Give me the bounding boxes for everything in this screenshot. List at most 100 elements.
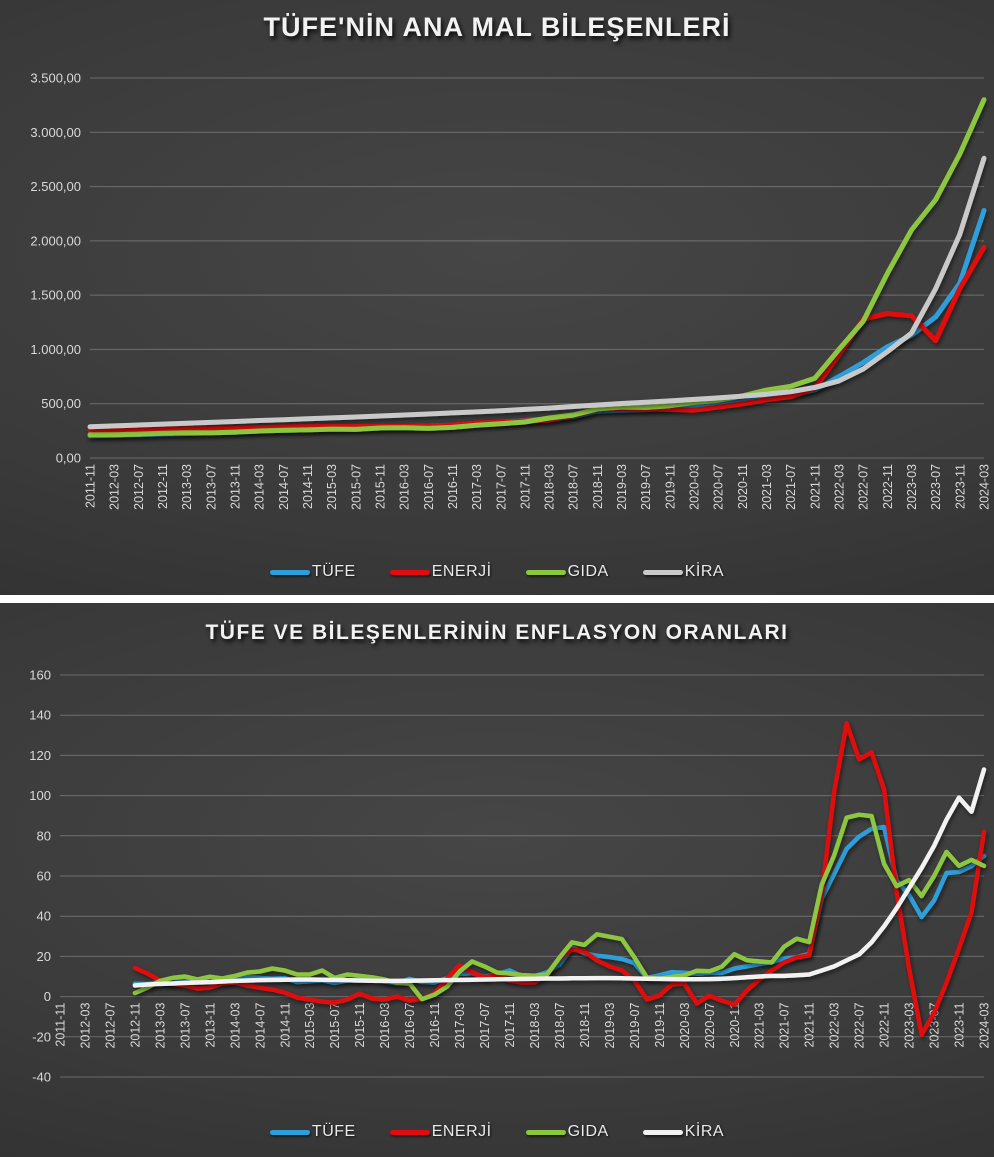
x-axis-tick-label: 2018-03 — [543, 464, 557, 510]
legend-label: GIDA — [567, 563, 609, 580]
y-axis-tick-label: 20 — [37, 949, 51, 964]
x-axis-tick-label: 2015-03 — [303, 1003, 317, 1049]
y-axis-tick-label: 140 — [29, 708, 51, 723]
x-axis-tick-label: 2014-07 — [253, 1003, 267, 1049]
x-axis-tick-label: 2023-03 — [903, 1003, 917, 1049]
y-axis-tick-label: 1.500,00 — [30, 288, 81, 303]
x-axis-tick-label: 2015-07 — [349, 464, 363, 510]
x-axis-tick-label: 2024-03 — [978, 1003, 992, 1049]
series-line-ki̇ra — [132, 767, 987, 988]
x-axis-tick-label: 2016-07 — [403, 1003, 417, 1049]
legend-swatch-tüfe — [269, 1129, 310, 1135]
x-axis-tick-label: 2016-03 — [398, 464, 412, 510]
x-axis-tick-label: 2013-03 — [180, 464, 194, 510]
legend-label: KİRA — [684, 1123, 725, 1140]
y-axis-tick-label: 120 — [29, 748, 51, 763]
legend-item-gida: GIDA — [525, 1123, 609, 1141]
x-axis-tick-label: 2011-11 — [84, 464, 98, 508]
x-axis-tick-label: 2014-03 — [253, 464, 267, 510]
x-axis-tick-label: 2017-03 — [453, 1003, 467, 1049]
legend-label: TÜFE — [311, 1123, 356, 1140]
inflation-chart-plot: -40 -20 0 20 40 60 80 100 120 140 160 2011-11 2012-0… — [29, 668, 992, 1085]
x-axis-tick-label: 2015-11 — [373, 464, 387, 509]
x-axis-tick-label: 2017-07 — [494, 464, 508, 510]
x-axis-tick-label: 2019-11 — [663, 464, 677, 509]
x-axis-tick-label: 2018-03 — [528, 1003, 542, 1049]
x-axis-tick-label: 2018-11 — [578, 1003, 592, 1048]
x-axis-tick-label: 2023-03 — [905, 464, 919, 510]
series-line-gida — [132, 812, 987, 1002]
x-axis-tick-label: 2022-07 — [857, 464, 871, 510]
series-line-enerji̇ — [132, 720, 987, 1038]
x-axis-tick-label: 2019-11 — [653, 1003, 667, 1048]
x-axis-tick-label: 2018-07 — [553, 1003, 567, 1049]
legend-item-tüfe: TÜFE — [269, 563, 356, 581]
legend-item-gida: GIDA — [525, 563, 609, 581]
x-axis-tick-label: 2019-03 — [603, 1003, 617, 1049]
x-axis-tick-label: 2022-03 — [828, 1003, 842, 1049]
x-axis-tick-label: 2016-03 — [378, 1003, 392, 1049]
panel-divider — [0, 595, 994, 603]
x-axis-tick-label: 2013-11 — [203, 1003, 217, 1048]
y-axis-tick-label: 1.000,00 — [30, 342, 81, 357]
x-axis-tick-label: 2020-07 — [712, 464, 726, 510]
x-axis-tick-label: 2015-07 — [328, 1003, 342, 1049]
x-axis-tick-label: 2014-11 — [278, 1003, 292, 1048]
y-axis-tick-label: 160 — [29, 668, 51, 683]
series-line-ki̇ra — [87, 155, 987, 430]
x-axis-tick-label: 2015-03 — [325, 464, 339, 510]
y-axis-tick-label: 60 — [37, 869, 51, 884]
x-axis-tick-label: 2020-07 — [703, 1003, 717, 1049]
y-axis-tick-label: 80 — [37, 828, 51, 843]
y-axis-tick-label: 3.000,00 — [30, 125, 81, 140]
legend-item-enerji̇: ENERJİ — [389, 563, 492, 581]
x-axis-tick-label: 2018-11 — [591, 464, 605, 509]
y-axis-tick-label: 3.500,00 — [30, 71, 81, 86]
index-chart-plot: 0,00 500,00 1.000,00 1.500,00 2.000,00 2.500,… — [30, 71, 991, 510]
legend-item-enerji̇: ENERJİ — [389, 1123, 492, 1141]
x-axis-tick-label: 2012-11 — [156, 464, 170, 509]
legend-item-ki̇ra: KİRA — [642, 563, 725, 581]
legend-swatch-ki̇ra — [642, 1129, 683, 1135]
legend-swatch-enerji̇ — [389, 1129, 430, 1135]
y-axis-tick-label: -20 — [32, 1029, 51, 1044]
x-axis-tick-label: 2023-11 — [953, 1003, 967, 1048]
x-axis-tick-label: 2017-07 — [478, 1003, 492, 1049]
x-axis-tick-label: 2021-03 — [760, 464, 774, 510]
legend-swatch-enerji̇ — [389, 569, 430, 575]
legend-label: ENERJİ — [431, 1123, 492, 1140]
y-axis-tick-label: 40 — [37, 909, 51, 924]
x-axis-tick-label: 2018-07 — [567, 464, 581, 510]
x-axis-tick-label: 2017-11 — [503, 1003, 517, 1048]
index-chart-title: TÜFE'NİN ANA MAL BİLEŞENLERİ — [263, 12, 731, 42]
y-axis-tick-label: -40 — [32, 1070, 51, 1085]
legend-swatch-tüfe — [269, 569, 310, 575]
x-axis-tick-label: 2017-03 — [470, 464, 484, 510]
x-axis-tick-label: 2022-03 — [833, 464, 847, 510]
x-axis-tick-label: 2019-07 — [628, 1003, 642, 1049]
x-axis-tick-label: 2020-03 — [688, 464, 702, 510]
y-axis-tick-label: 100 — [29, 788, 51, 803]
y-axis-tick-label: 2.500,00 — [30, 179, 81, 194]
inflation-chart-panel: -40 -20 0 20 40 60 80 100 120 140 160 2011-11 2012-0… — [0, 603, 994, 1157]
y-axis-tick-label: 0,00 — [56, 451, 81, 466]
x-axis-tick-label: 2011-11 — [54, 1003, 68, 1047]
legend-label: ENERJİ — [431, 563, 492, 580]
x-axis-tick-label: 2016-11 — [428, 1003, 442, 1048]
x-axis-tick-label: 2022-11 — [878, 1003, 892, 1048]
legend-label: KİRA — [684, 563, 725, 580]
x-axis-tick-label: 2012-07 — [132, 464, 146, 510]
legend-swatch-gida — [525, 569, 566, 575]
x-axis-tick-label: 2021-07 — [784, 464, 798, 510]
series-line-gida — [87, 97, 987, 438]
x-axis-tick-label: 2012-07 — [103, 1003, 117, 1049]
x-axis-tick-label: 2014-07 — [277, 464, 291, 510]
x-axis-tick-label: 2017-11 — [518, 464, 532, 509]
x-axis-tick-label: 2014-03 — [228, 1003, 242, 1049]
y-axis-tick-label: 500,00 — [41, 396, 81, 411]
index-chart-panel: 0,00 500,00 1.000,00 1.500,00 2.000,00 2.500,… — [0, 0, 994, 595]
x-axis-tick-label: 2021-11 — [808, 464, 822, 509]
x-axis-tick-label: 2022-11 — [881, 464, 895, 509]
legend-swatch-ki̇ra — [642, 569, 683, 575]
